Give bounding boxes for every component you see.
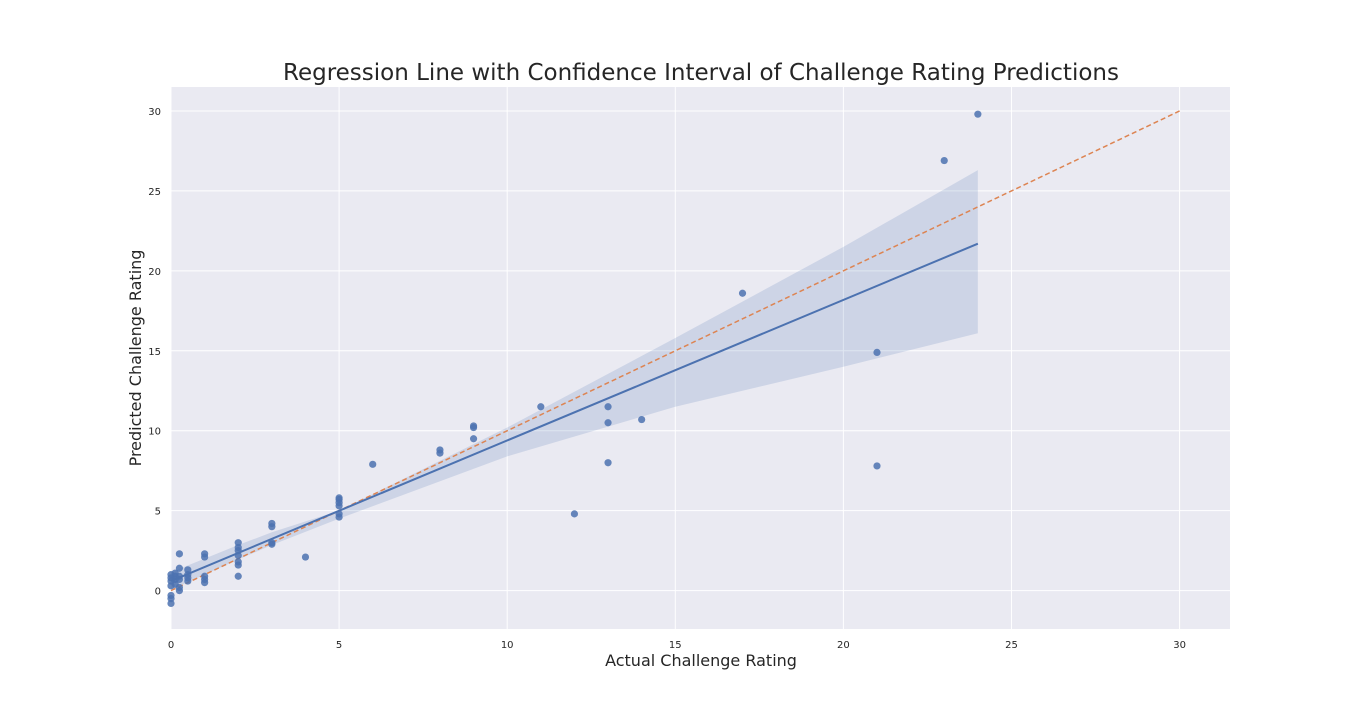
scatter-points	[167, 110, 982, 608]
x-tick-label: 0	[168, 640, 174, 651]
data-point	[469, 435, 478, 443]
y-tick-label: 30	[148, 107, 161, 118]
y-axis-label: Predicted Challenge Rating	[126, 250, 145, 467]
grid-lines	[170, 87, 1230, 629]
data-point	[234, 558, 242, 566]
data-point	[974, 110, 982, 118]
data-point	[369, 460, 377, 468]
data-point	[201, 572, 209, 580]
data-point	[234, 539, 242, 547]
x-tick-label: 5	[336, 640, 342, 651]
x-tick-labels: 0 5 10 15 20 25 30	[168, 640, 1186, 651]
data-point	[469, 422, 478, 430]
regression-line	[170, 242, 979, 582]
data-point	[604, 459, 612, 467]
y-tick-label: 20	[148, 267, 161, 278]
data-point	[537, 403, 545, 411]
x-axis-label: Actual Challenge Rating	[605, 651, 797, 670]
y-tick-labels: 0 5 10 15 20 25 30	[148, 107, 161, 598]
x-tick-label: 15	[669, 640, 682, 651]
y-tick-label: 15	[148, 347, 161, 358]
data-point	[167, 591, 175, 600]
data-point	[175, 550, 184, 558]
data-point	[201, 550, 209, 558]
y-tick-label: 5	[155, 507, 161, 518]
data-point	[234, 572, 242, 580]
y-tick-label: 0	[155, 587, 161, 598]
data-point	[570, 510, 579, 518]
data-point	[301, 553, 310, 561]
x-tick-label: 25	[1005, 640, 1018, 651]
data-point	[604, 403, 612, 411]
y-tick-label: 10	[148, 427, 161, 438]
data-point	[184, 566, 192, 574]
chart-title: Regression Line with Confidence Interval…	[283, 60, 1119, 86]
data-point	[175, 564, 184, 572]
data-point	[604, 419, 612, 427]
data-point	[940, 156, 948, 165]
plot-area	[171, 87, 1230, 629]
y-tick-label: 25	[148, 187, 161, 198]
data-point	[873, 462, 881, 470]
data-point	[175, 572, 184, 580]
x-tick-label: 10	[501, 640, 514, 651]
data-point	[335, 494, 343, 502]
data-point	[638, 415, 646, 424]
data-point	[738, 289, 747, 297]
data-point	[873, 348, 881, 357]
data-point	[436, 446, 444, 454]
x-tick-label: 30	[1173, 640, 1186, 651]
data-point	[268, 539, 276, 547]
data-point	[175, 583, 184, 592]
data-point	[268, 519, 276, 528]
data-point	[335, 510, 343, 518]
x-tick-label: 20	[837, 640, 850, 651]
